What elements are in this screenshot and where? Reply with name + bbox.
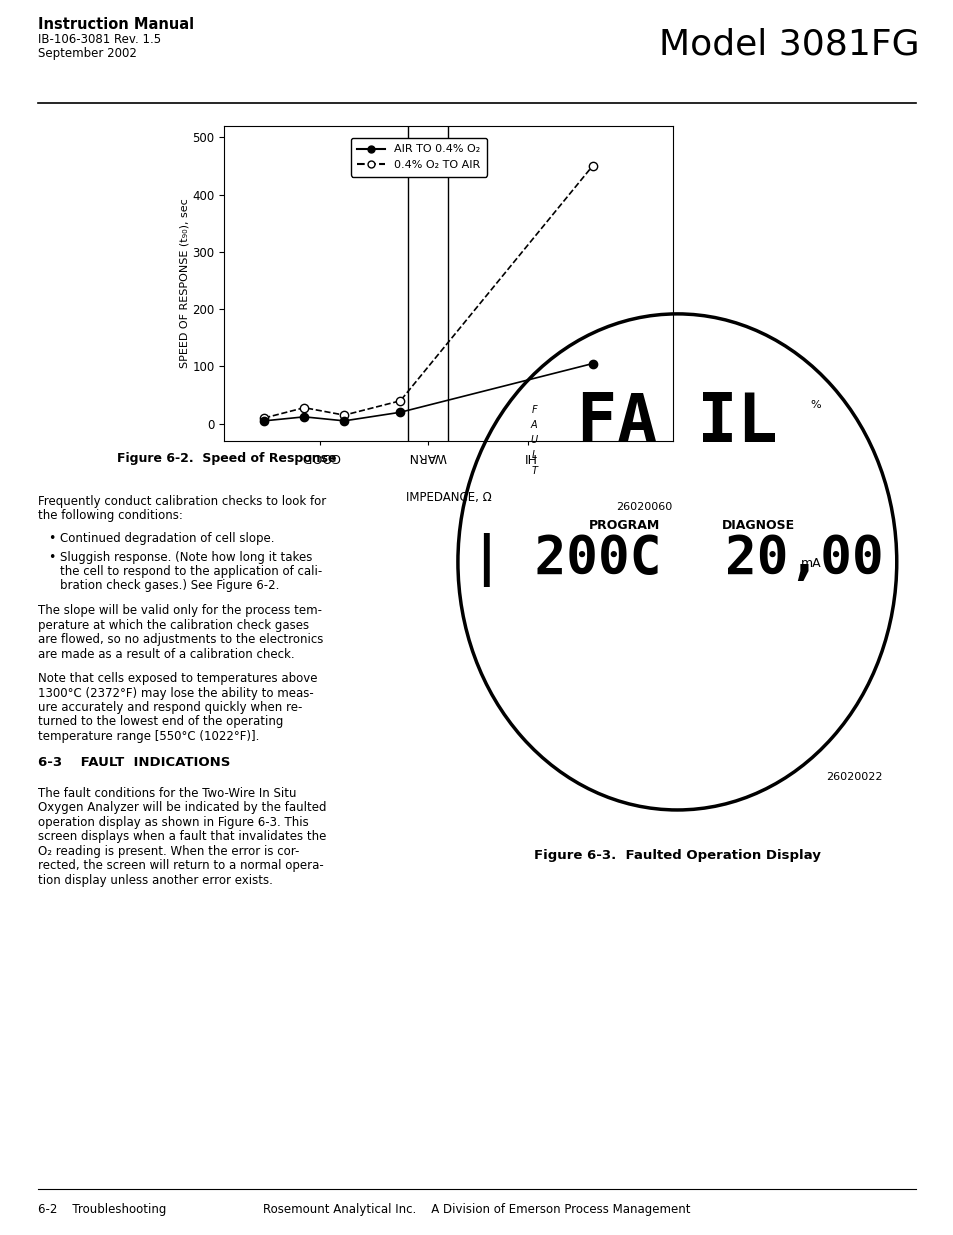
- Text: Figure 6-2.  Speed of Response: Figure 6-2. Speed of Response: [117, 452, 336, 464]
- Text: T: T: [531, 466, 537, 475]
- Text: are made as a result of a calibration check.: are made as a result of a calibration ch…: [38, 647, 294, 661]
- Text: Oxygen Analyzer will be indicated by the faulted: Oxygen Analyzer will be indicated by the…: [38, 802, 326, 814]
- Text: DIAGNOSE: DIAGNOSE: [721, 519, 794, 532]
- Text: PROGRAM: PROGRAM: [589, 519, 659, 532]
- Text: L: L: [531, 451, 537, 461]
- Text: A: A: [531, 420, 537, 430]
- Y-axis label: SPEED OF RESPONSE (t₉₀), sec: SPEED OF RESPONSE (t₉₀), sec: [179, 199, 190, 368]
- Text: | 200C  20,00: | 200C 20,00: [471, 534, 882, 588]
- Text: 26020022: 26020022: [825, 772, 882, 782]
- Text: F: F: [531, 405, 537, 415]
- Text: the following conditions:: the following conditions:: [38, 510, 183, 522]
- Text: 26020060: 26020060: [616, 503, 672, 513]
- Legend: AIR TO 0.4% O₂, 0.4% O₂ TO AIR: AIR TO 0.4% O₂, 0.4% O₂ TO AIR: [351, 138, 487, 177]
- Text: FA IL: FA IL: [577, 390, 777, 456]
- Text: •: •: [48, 551, 55, 563]
- Text: O₂ reading is present. When the error is cor-: O₂ reading is present. When the error is…: [38, 845, 299, 857]
- Text: IB-106-3081 Rev. 1.5: IB-106-3081 Rev. 1.5: [38, 33, 161, 46]
- Text: are flowed, so no adjustments to the electronics: are flowed, so no adjustments to the ele…: [38, 634, 323, 646]
- Text: The fault conditions for the Two-Wire In Situ: The fault conditions for the Two-Wire In…: [38, 787, 296, 799]
- Text: bration check gases.) See Figure 6-2.: bration check gases.) See Figure 6-2.: [60, 579, 279, 593]
- Text: temperature range [550°C (1022°F)].: temperature range [550°C (1022°F)].: [38, 730, 259, 743]
- Text: mA: mA: [800, 557, 821, 571]
- Text: Continued degradation of cell slope.: Continued degradation of cell slope.: [60, 532, 274, 545]
- Text: •: •: [48, 532, 55, 545]
- X-axis label: IMPEDANCE, Ω: IMPEDANCE, Ω: [405, 490, 491, 504]
- Text: Sluggish response. (Note how long it takes: Sluggish response. (Note how long it tak…: [60, 551, 312, 563]
- Text: Note that cells exposed to temperatures above: Note that cells exposed to temperatures …: [38, 672, 317, 685]
- Text: turned to the lowest end of the operating: turned to the lowest end of the operatin…: [38, 715, 283, 729]
- Text: The slope will be valid only for the process tem-: The slope will be valid only for the pro…: [38, 604, 322, 618]
- Text: operation display as shown in Figure 6-3. This: operation display as shown in Figure 6-3…: [38, 815, 309, 829]
- Text: U: U: [530, 435, 537, 445]
- Text: ure accurately and respond quickly when re-: ure accurately and respond quickly when …: [38, 701, 302, 714]
- Text: Rosemount Analytical Inc.    A Division of Emerson Process Management: Rosemount Analytical Inc. A Division of …: [263, 1203, 690, 1215]
- Text: the cell to respond to the application of cali-: the cell to respond to the application o…: [60, 564, 322, 578]
- Text: September 2002: September 2002: [38, 47, 136, 61]
- Text: Instruction Manual: Instruction Manual: [38, 17, 193, 32]
- Text: Model 3081FG: Model 3081FG: [659, 28, 919, 62]
- Text: rected, the screen will return to a normal opera-: rected, the screen will return to a norm…: [38, 860, 323, 872]
- Text: screen displays when a fault that invalidates the: screen displays when a fault that invali…: [38, 830, 326, 844]
- Text: %: %: [809, 400, 821, 410]
- Text: perature at which the calibration check gases: perature at which the calibration check …: [38, 619, 309, 631]
- Text: 6-3    FAULT  INDICATIONS: 6-3 FAULT INDICATIONS: [38, 757, 230, 769]
- Text: tion display unless another error exists.: tion display unless another error exists…: [38, 873, 273, 887]
- Text: Figure 6-3.  Faulted Operation Display: Figure 6-3. Faulted Operation Display: [534, 848, 820, 862]
- Text: Frequently conduct calibration checks to look for: Frequently conduct calibration checks to…: [38, 495, 326, 508]
- Text: 6-2    Troubleshooting: 6-2 Troubleshooting: [38, 1203, 166, 1215]
- Text: 1300°C (2372°F) may lose the ability to meas-: 1300°C (2372°F) may lose the ability to …: [38, 687, 314, 699]
